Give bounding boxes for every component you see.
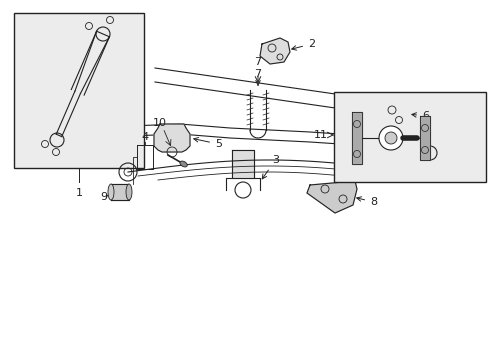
Ellipse shape — [126, 184, 132, 200]
Bar — [333, 92, 485, 182]
Polygon shape — [306, 181, 356, 213]
Text: 11: 11 — [313, 130, 327, 140]
Bar — [14, 13, 143, 168]
Text: 7: 7 — [254, 69, 261, 85]
Text: 10: 10 — [153, 118, 167, 128]
Text: 3: 3 — [262, 155, 279, 179]
Text: 5: 5 — [193, 138, 222, 149]
Circle shape — [378, 126, 402, 150]
Polygon shape — [377, 100, 407, 128]
Polygon shape — [419, 116, 429, 160]
Text: 6: 6 — [411, 111, 428, 121]
Polygon shape — [111, 184, 129, 200]
Text: 2: 2 — [291, 39, 314, 50]
Circle shape — [384, 132, 396, 144]
Polygon shape — [260, 38, 289, 64]
Polygon shape — [351, 112, 361, 164]
Text: 9: 9 — [100, 192, 107, 202]
Text: 7: 7 — [254, 57, 261, 67]
Polygon shape — [154, 124, 190, 152]
Text: 1: 1 — [75, 188, 82, 198]
Ellipse shape — [108, 184, 114, 200]
Ellipse shape — [180, 161, 187, 167]
Text: 4: 4 — [141, 132, 148, 142]
Text: 8: 8 — [356, 197, 376, 207]
Polygon shape — [231, 150, 253, 178]
